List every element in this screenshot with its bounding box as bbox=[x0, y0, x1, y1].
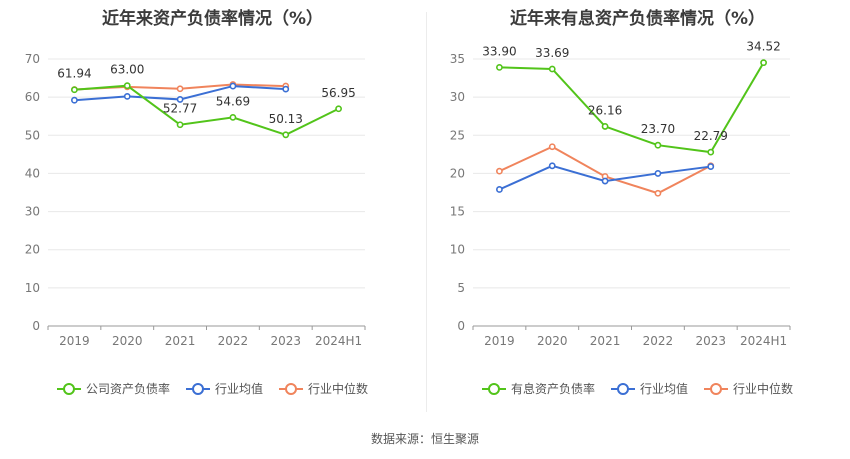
y-tick-label: 20 bbox=[450, 166, 465, 180]
legend-label: 行业中位数 bbox=[733, 382, 794, 396]
legend-item[interactable]: 行业中位数 bbox=[279, 380, 368, 397]
data-label: 34.52 bbox=[746, 40, 780, 54]
panel-divider bbox=[426, 12, 427, 412]
chart-title: 近年来有息资产负债率情况（%） bbox=[509, 9, 766, 29]
x-tick-label: 2023 bbox=[270, 334, 301, 348]
data-point bbox=[176, 96, 184, 103]
chart-title: 近年来资产负债率情况（%） bbox=[101, 9, 324, 29]
data-point bbox=[176, 121, 184, 129]
data-label: 26.16 bbox=[588, 103, 622, 117]
legend-item[interactable]: 行业均值 bbox=[185, 380, 263, 397]
debt-ratio-chart: 0 10 20 30 40 50 60 70 2019 2020 2021 2022 2023 2024H… bbox=[25, 52, 366, 348]
y-tick-label: 30 bbox=[25, 205, 40, 219]
legend-marker-icon bbox=[56, 382, 81, 395]
y-tick-label: 40 bbox=[25, 166, 40, 180]
data-point bbox=[654, 141, 662, 149]
data-point bbox=[282, 85, 290, 93]
y-tick-label: 70 bbox=[25, 52, 40, 66]
x-tick-label: 2020 bbox=[112, 334, 143, 348]
data-label: 63.00 bbox=[110, 63, 144, 77]
data-point bbox=[229, 113, 237, 121]
data-point bbox=[707, 163, 715, 170]
y-tick-label: 10 bbox=[450, 243, 465, 257]
y-tick-label: 0 bbox=[457, 319, 465, 333]
data-point bbox=[71, 86, 78, 94]
data-label: 33.69 bbox=[535, 46, 569, 60]
x-tick-label: 2020 bbox=[537, 334, 568, 348]
x-tick-label: 2021 bbox=[165, 334, 196, 348]
data-point bbox=[654, 189, 662, 197]
y-tick-label: 5 bbox=[457, 281, 465, 295]
legend-marker-icon bbox=[481, 382, 506, 395]
data-source-label: 数据来源：恒生聚源 bbox=[370, 432, 479, 446]
x-tick-label: 2019 bbox=[59, 334, 90, 348]
legend-label: 有息资产负债率 bbox=[510, 382, 595, 396]
data-label: 54.69 bbox=[216, 94, 250, 108]
data-point bbox=[176, 85, 184, 93]
x-tick-label: 2021 bbox=[590, 334, 621, 348]
interest-debt-ratio-chart: 0 5 10 15 20 25 30 35 2019 2020 2021 2022 2023 2024H1… bbox=[450, 40, 791, 348]
data-point bbox=[601, 123, 609, 130]
data-label: 56.95 bbox=[321, 86, 355, 100]
data-label: 33.90 bbox=[482, 44, 516, 58]
legend-label: 行业中位数 bbox=[308, 382, 369, 396]
y-tick-label: 35 bbox=[450, 52, 465, 66]
y-tick-label: 15 bbox=[450, 205, 465, 219]
data-point bbox=[282, 131, 290, 139]
y-tick-label: 30 bbox=[450, 90, 465, 104]
legend-item[interactable]: 行业均值 bbox=[610, 380, 688, 397]
legend-marker-icon bbox=[610, 382, 635, 395]
y-tick-label: 0 bbox=[32, 319, 40, 333]
x-tick-label: 2024H1 bbox=[315, 334, 362, 348]
y-tick-label: 60 bbox=[25, 90, 40, 104]
legend-marker-icon bbox=[279, 382, 303, 395]
data-point bbox=[123, 82, 131, 90]
x-tick-label: 2022 bbox=[643, 334, 674, 348]
y-tick-label: 50 bbox=[25, 128, 40, 142]
data-label: 61.94 bbox=[57, 67, 91, 81]
data-point bbox=[654, 170, 662, 177]
data-label: 22.79 bbox=[694, 129, 728, 143]
data-label: 50.13 bbox=[269, 112, 303, 126]
chart-legend: 公司资产负债率 行业均值 行业中位数 bbox=[0, 380, 425, 397]
x-tick-label: 2023 bbox=[695, 334, 726, 348]
y-tick-label: 20 bbox=[25, 243, 40, 257]
legend-marker-icon bbox=[185, 382, 210, 395]
data-point bbox=[548, 143, 556, 151]
data-point bbox=[496, 186, 503, 193]
data-point bbox=[760, 59, 767, 67]
y-tick-label: 25 bbox=[450, 128, 465, 142]
data-point bbox=[548, 65, 556, 73]
data-label: 23.70 bbox=[641, 122, 675, 136]
data-point bbox=[707, 148, 715, 156]
data-point bbox=[71, 96, 78, 104]
data-point bbox=[496, 167, 503, 175]
data-point bbox=[335, 105, 342, 113]
series-line bbox=[499, 62, 765, 154]
data-point bbox=[601, 177, 609, 185]
interest-debt-ratio-chart-panel: 近年来有息资产负债率情况（%） 0 5 10 15 20 25 30 35 2019 2020 20… bbox=[425, 0, 850, 410]
legend-item[interactable]: 公司资产负债率 bbox=[56, 380, 170, 397]
data-point bbox=[548, 162, 556, 170]
series-line bbox=[74, 84, 340, 136]
legend-label: 行业均值 bbox=[214, 382, 263, 396]
legend-label: 公司资产负债率 bbox=[85, 382, 170, 396]
data-label: 52.77 bbox=[163, 102, 197, 116]
x-tick-label: 2024H1 bbox=[740, 334, 787, 348]
legend-item[interactable]: 行业中位数 bbox=[704, 380, 793, 397]
x-tick-label: 2022 bbox=[218, 334, 249, 348]
data-point bbox=[229, 82, 237, 90]
legend-marker-icon bbox=[704, 382, 728, 395]
data-point bbox=[496, 63, 503, 71]
legend-label: 行业均值 bbox=[639, 382, 688, 396]
y-tick-label: 10 bbox=[25, 281, 40, 295]
data-point bbox=[123, 92, 131, 100]
chart-legend: 有息资产负债率 行业均值 行业中位数 bbox=[425, 380, 850, 397]
legend-item[interactable]: 有息资产负债率 bbox=[481, 380, 595, 397]
x-tick-label: 2019 bbox=[484, 334, 515, 348]
debt-ratio-chart-panel: 近年来资产负债率情况（%） 0 10 20 30 40 50 60 70 2019 2020 202… bbox=[0, 0, 425, 410]
